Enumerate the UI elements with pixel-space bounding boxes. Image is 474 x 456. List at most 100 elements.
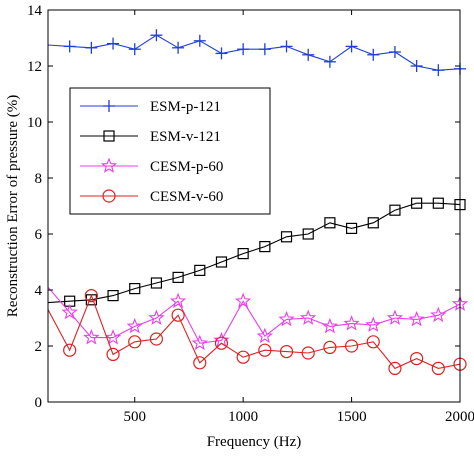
legend-entry: ESM-p-121 bbox=[80, 99, 221, 115]
data-point bbox=[129, 283, 141, 295]
data-point bbox=[411, 197, 423, 209]
data-point bbox=[410, 60, 423, 72]
data-point bbox=[172, 271, 184, 283]
data-point bbox=[256, 327, 273, 344]
data-point bbox=[367, 48, 380, 61]
y-tick-label: 14 bbox=[27, 3, 43, 19]
data-point bbox=[300, 309, 317, 325]
legend-marker bbox=[103, 130, 115, 142]
data-point bbox=[386, 309, 404, 325]
axes-layer: 500 1000 1500 2000 0 2 4 6 8 10 12 14 bbox=[27, 3, 474, 425]
legend-label: CESM-p-60 bbox=[150, 159, 223, 175]
data-point bbox=[389, 204, 401, 216]
data-point bbox=[259, 241, 271, 253]
data-point bbox=[193, 356, 207, 370]
y-tick-label: 0 bbox=[35, 395, 43, 411]
data-point bbox=[388, 361, 402, 375]
data-point bbox=[85, 41, 98, 54]
legend-label: ESM-p-121 bbox=[150, 99, 221, 115]
data-point bbox=[63, 343, 77, 357]
legend: ESM-p-121 ESM-v-121 CESM-p-60 CESM-v-60 bbox=[69, 87, 271, 215]
x-tick-label: 1500 bbox=[337, 409, 367, 425]
series-line bbox=[47, 202, 461, 304]
data-point bbox=[343, 315, 360, 331]
data-point bbox=[150, 277, 163, 289]
series-1 bbox=[47, 29, 466, 77]
data-point bbox=[215, 47, 228, 60]
x-axis-title: Frequency (Hz) bbox=[207, 434, 302, 450]
data-point bbox=[432, 197, 444, 209]
data-point bbox=[408, 310, 425, 327]
data-point bbox=[345, 222, 358, 234]
data-point bbox=[366, 335, 380, 349]
legend-label: ESM-v-121 bbox=[150, 129, 221, 145]
data-point bbox=[280, 231, 293, 243]
y-tick-label: 4 bbox=[35, 283, 43, 299]
data-point bbox=[107, 37, 120, 50]
data-point bbox=[171, 308, 185, 322]
y-tick-label: 10 bbox=[27, 115, 42, 131]
y-tick-label: 12 bbox=[27, 59, 42, 75]
data-point bbox=[128, 43, 141, 56]
data-point bbox=[278, 310, 295, 327]
data-point bbox=[258, 343, 272, 357]
data-point bbox=[430, 306, 447, 323]
data-point bbox=[431, 361, 445, 375]
data-point bbox=[128, 335, 142, 349]
data-point bbox=[258, 43, 271, 56]
x-tick-label: 1000 bbox=[228, 409, 258, 425]
data-point bbox=[107, 290, 119, 302]
legend-marker bbox=[100, 157, 118, 173]
data-point bbox=[148, 309, 165, 325]
data-point bbox=[84, 289, 98, 303]
data-point bbox=[215, 256, 228, 268]
series-layer bbox=[47, 29, 469, 375]
data-point bbox=[301, 346, 315, 360]
data-point bbox=[302, 48, 315, 61]
data-point bbox=[104, 329, 122, 345]
y-axis-title: Reconstruction Error of pressure (%) bbox=[5, 95, 21, 317]
legend-marker bbox=[102, 189, 116, 203]
y-tick-label: 6 bbox=[35, 227, 43, 243]
legend-label: CESM-v-60 bbox=[150, 189, 223, 205]
data-point bbox=[235, 292, 252, 309]
data-point bbox=[214, 336, 229, 350]
data-point bbox=[169, 292, 187, 309]
data-point bbox=[193, 34, 206, 47]
data-point bbox=[83, 329, 100, 345]
data-point bbox=[279, 345, 294, 359]
data-point bbox=[345, 40, 358, 53]
data-point bbox=[367, 217, 379, 229]
legend-marker bbox=[103, 100, 115, 112]
data-point bbox=[280, 40, 293, 53]
data-point bbox=[63, 40, 76, 53]
data-point bbox=[191, 334, 208, 351]
data-point bbox=[323, 340, 337, 354]
y-tick-label: 2 bbox=[35, 339, 43, 355]
legend-entry: CESM-v-60 bbox=[80, 189, 223, 205]
data-point bbox=[410, 352, 424, 366]
data-point bbox=[324, 217, 336, 229]
data-point bbox=[344, 339, 359, 353]
data-point bbox=[365, 316, 382, 332]
data-point bbox=[237, 43, 250, 56]
data-point bbox=[237, 248, 249, 260]
data-point bbox=[323, 55, 336, 68]
data-point bbox=[106, 347, 120, 361]
data-point bbox=[149, 332, 164, 346]
x-tick-label: 2000 bbox=[445, 409, 474, 425]
y-tick-label: 8 bbox=[35, 171, 43, 187]
data-point bbox=[61, 303, 78, 320]
data-point bbox=[236, 350, 250, 364]
data-point bbox=[194, 264, 206, 276]
legend-entry: CESM-p-60 bbox=[80, 157, 223, 175]
data-point bbox=[321, 317, 339, 334]
data-point bbox=[432, 64, 445, 77]
x-tick-label: 500 bbox=[123, 409, 146, 425]
plot-frame bbox=[47, 9, 461, 403]
data-point bbox=[150, 29, 163, 42]
data-point bbox=[126, 317, 143, 334]
series-4 bbox=[47, 289, 467, 375]
data-point bbox=[302, 228, 314, 240]
